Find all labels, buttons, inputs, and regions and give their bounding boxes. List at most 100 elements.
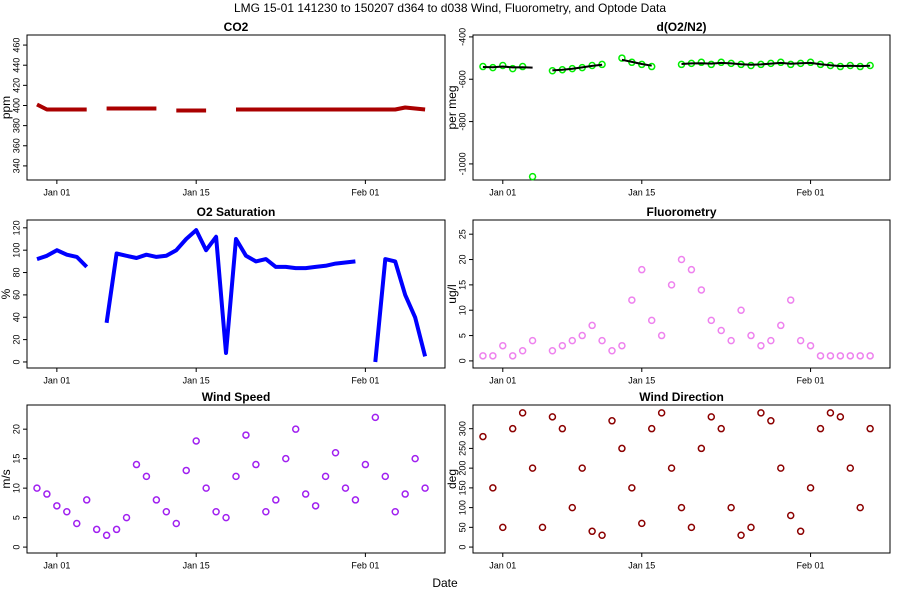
x-tick-label: Feb 01 xyxy=(797,560,825,570)
plot-frame xyxy=(472,34,891,181)
y-tick-label: 0 xyxy=(457,358,467,363)
data-point xyxy=(618,54,626,62)
y-tick-label: 460 xyxy=(11,38,21,53)
data-point xyxy=(142,472,151,481)
x-tick-label: Jan 15 xyxy=(183,187,210,197)
data-point xyxy=(757,409,765,417)
data-point xyxy=(33,484,41,492)
data-point xyxy=(757,341,765,350)
data-point xyxy=(132,460,141,469)
y-tick-label: 60 xyxy=(11,290,21,300)
plot-frame xyxy=(472,219,891,369)
data-point xyxy=(737,531,745,539)
data-point xyxy=(826,352,835,360)
data-point xyxy=(321,472,330,481)
data-point xyxy=(43,490,51,498)
data-line xyxy=(36,102,426,113)
data-point xyxy=(777,464,785,472)
data-point xyxy=(608,347,616,355)
x-tick-label: Jan 01 xyxy=(489,187,516,197)
data-point xyxy=(826,409,835,417)
data-point xyxy=(291,425,300,433)
data-point xyxy=(796,336,805,345)
panel-title: CO2 xyxy=(224,20,249,34)
data-point xyxy=(172,519,181,528)
data-point xyxy=(232,472,240,481)
y-tick-label: 15 xyxy=(457,280,467,290)
data-point xyxy=(856,503,864,512)
x-tick-label: Jan 15 xyxy=(628,560,655,570)
data-point xyxy=(638,519,646,528)
x-tick-label: Feb 01 xyxy=(351,375,379,385)
data-point xyxy=(598,531,606,539)
data-point xyxy=(628,484,636,492)
data-point xyxy=(598,336,606,345)
data-point xyxy=(548,413,557,421)
data-point xyxy=(846,352,855,360)
y-tick-label: 10 xyxy=(457,305,467,315)
data-point xyxy=(727,503,735,512)
data-point xyxy=(212,507,220,516)
data-point xyxy=(479,432,487,441)
data-line xyxy=(36,228,428,363)
x-tick-label: Jan 15 xyxy=(183,560,210,570)
data-point xyxy=(816,424,825,433)
y-tick-label: 120 xyxy=(11,220,21,235)
x-tick-label: Jan 15 xyxy=(628,187,655,197)
data-point xyxy=(518,347,527,355)
y-tick-label: 300 xyxy=(457,421,467,436)
data-point xyxy=(122,513,131,522)
y-axis-label: m/s xyxy=(0,469,13,488)
y-tick-label: -1000 xyxy=(457,152,467,175)
plot-frame xyxy=(26,34,446,181)
data-point xyxy=(489,484,497,492)
panel-title: O2 Saturation xyxy=(197,205,276,219)
y-tick-label: 440 xyxy=(11,58,21,73)
data-point xyxy=(351,496,360,504)
data-point xyxy=(786,296,795,304)
y-tick-label: 15 xyxy=(11,454,21,464)
y-tick-label: 400 xyxy=(11,98,21,113)
y-tick-label: 150 xyxy=(457,480,467,495)
data-point xyxy=(558,424,567,433)
data-point xyxy=(371,413,380,422)
y-tick-label: -600 xyxy=(457,70,467,88)
x-tick-label: Feb 01 xyxy=(797,187,825,197)
data-point xyxy=(92,525,101,534)
data-point xyxy=(638,265,646,274)
y-axis-label: ppm xyxy=(0,96,13,119)
main-title: LMG 15-01 141230 to 150207 d364 to d038 … xyxy=(234,1,666,15)
y-tick-label: 20 xyxy=(457,255,467,265)
data-point xyxy=(252,460,260,469)
data-point xyxy=(816,352,825,360)
data-point xyxy=(578,464,586,472)
plot-frame xyxy=(472,404,891,554)
x-tick-label: Jan 01 xyxy=(43,375,70,385)
y-axis-label: ug/l xyxy=(445,284,459,303)
data-point xyxy=(667,281,676,289)
data-point xyxy=(618,341,626,350)
data-point xyxy=(588,321,596,330)
data-point xyxy=(786,511,795,520)
data-point xyxy=(508,64,517,73)
data-point xyxy=(162,507,171,516)
y-tick-label: 360 xyxy=(11,138,21,153)
data-point xyxy=(588,527,596,536)
data-point xyxy=(558,341,567,350)
y-tick-label: 10 xyxy=(11,483,21,493)
data-point xyxy=(667,464,676,472)
y-axis-label: deg xyxy=(445,469,459,489)
data-point xyxy=(311,502,320,510)
data-point xyxy=(421,484,429,492)
y-tick-label: 250 xyxy=(457,441,467,456)
y-tick-label: 380 xyxy=(11,118,21,133)
data-point xyxy=(73,519,81,528)
data-point xyxy=(528,464,537,472)
y-tick-label: 0 xyxy=(11,359,21,364)
x-tick-label: Feb 01 xyxy=(351,187,379,197)
panel-title: Wind Speed xyxy=(202,390,271,404)
data-point xyxy=(578,331,586,340)
x-tick-label: Jan 01 xyxy=(489,375,516,385)
data-point xyxy=(202,484,210,492)
